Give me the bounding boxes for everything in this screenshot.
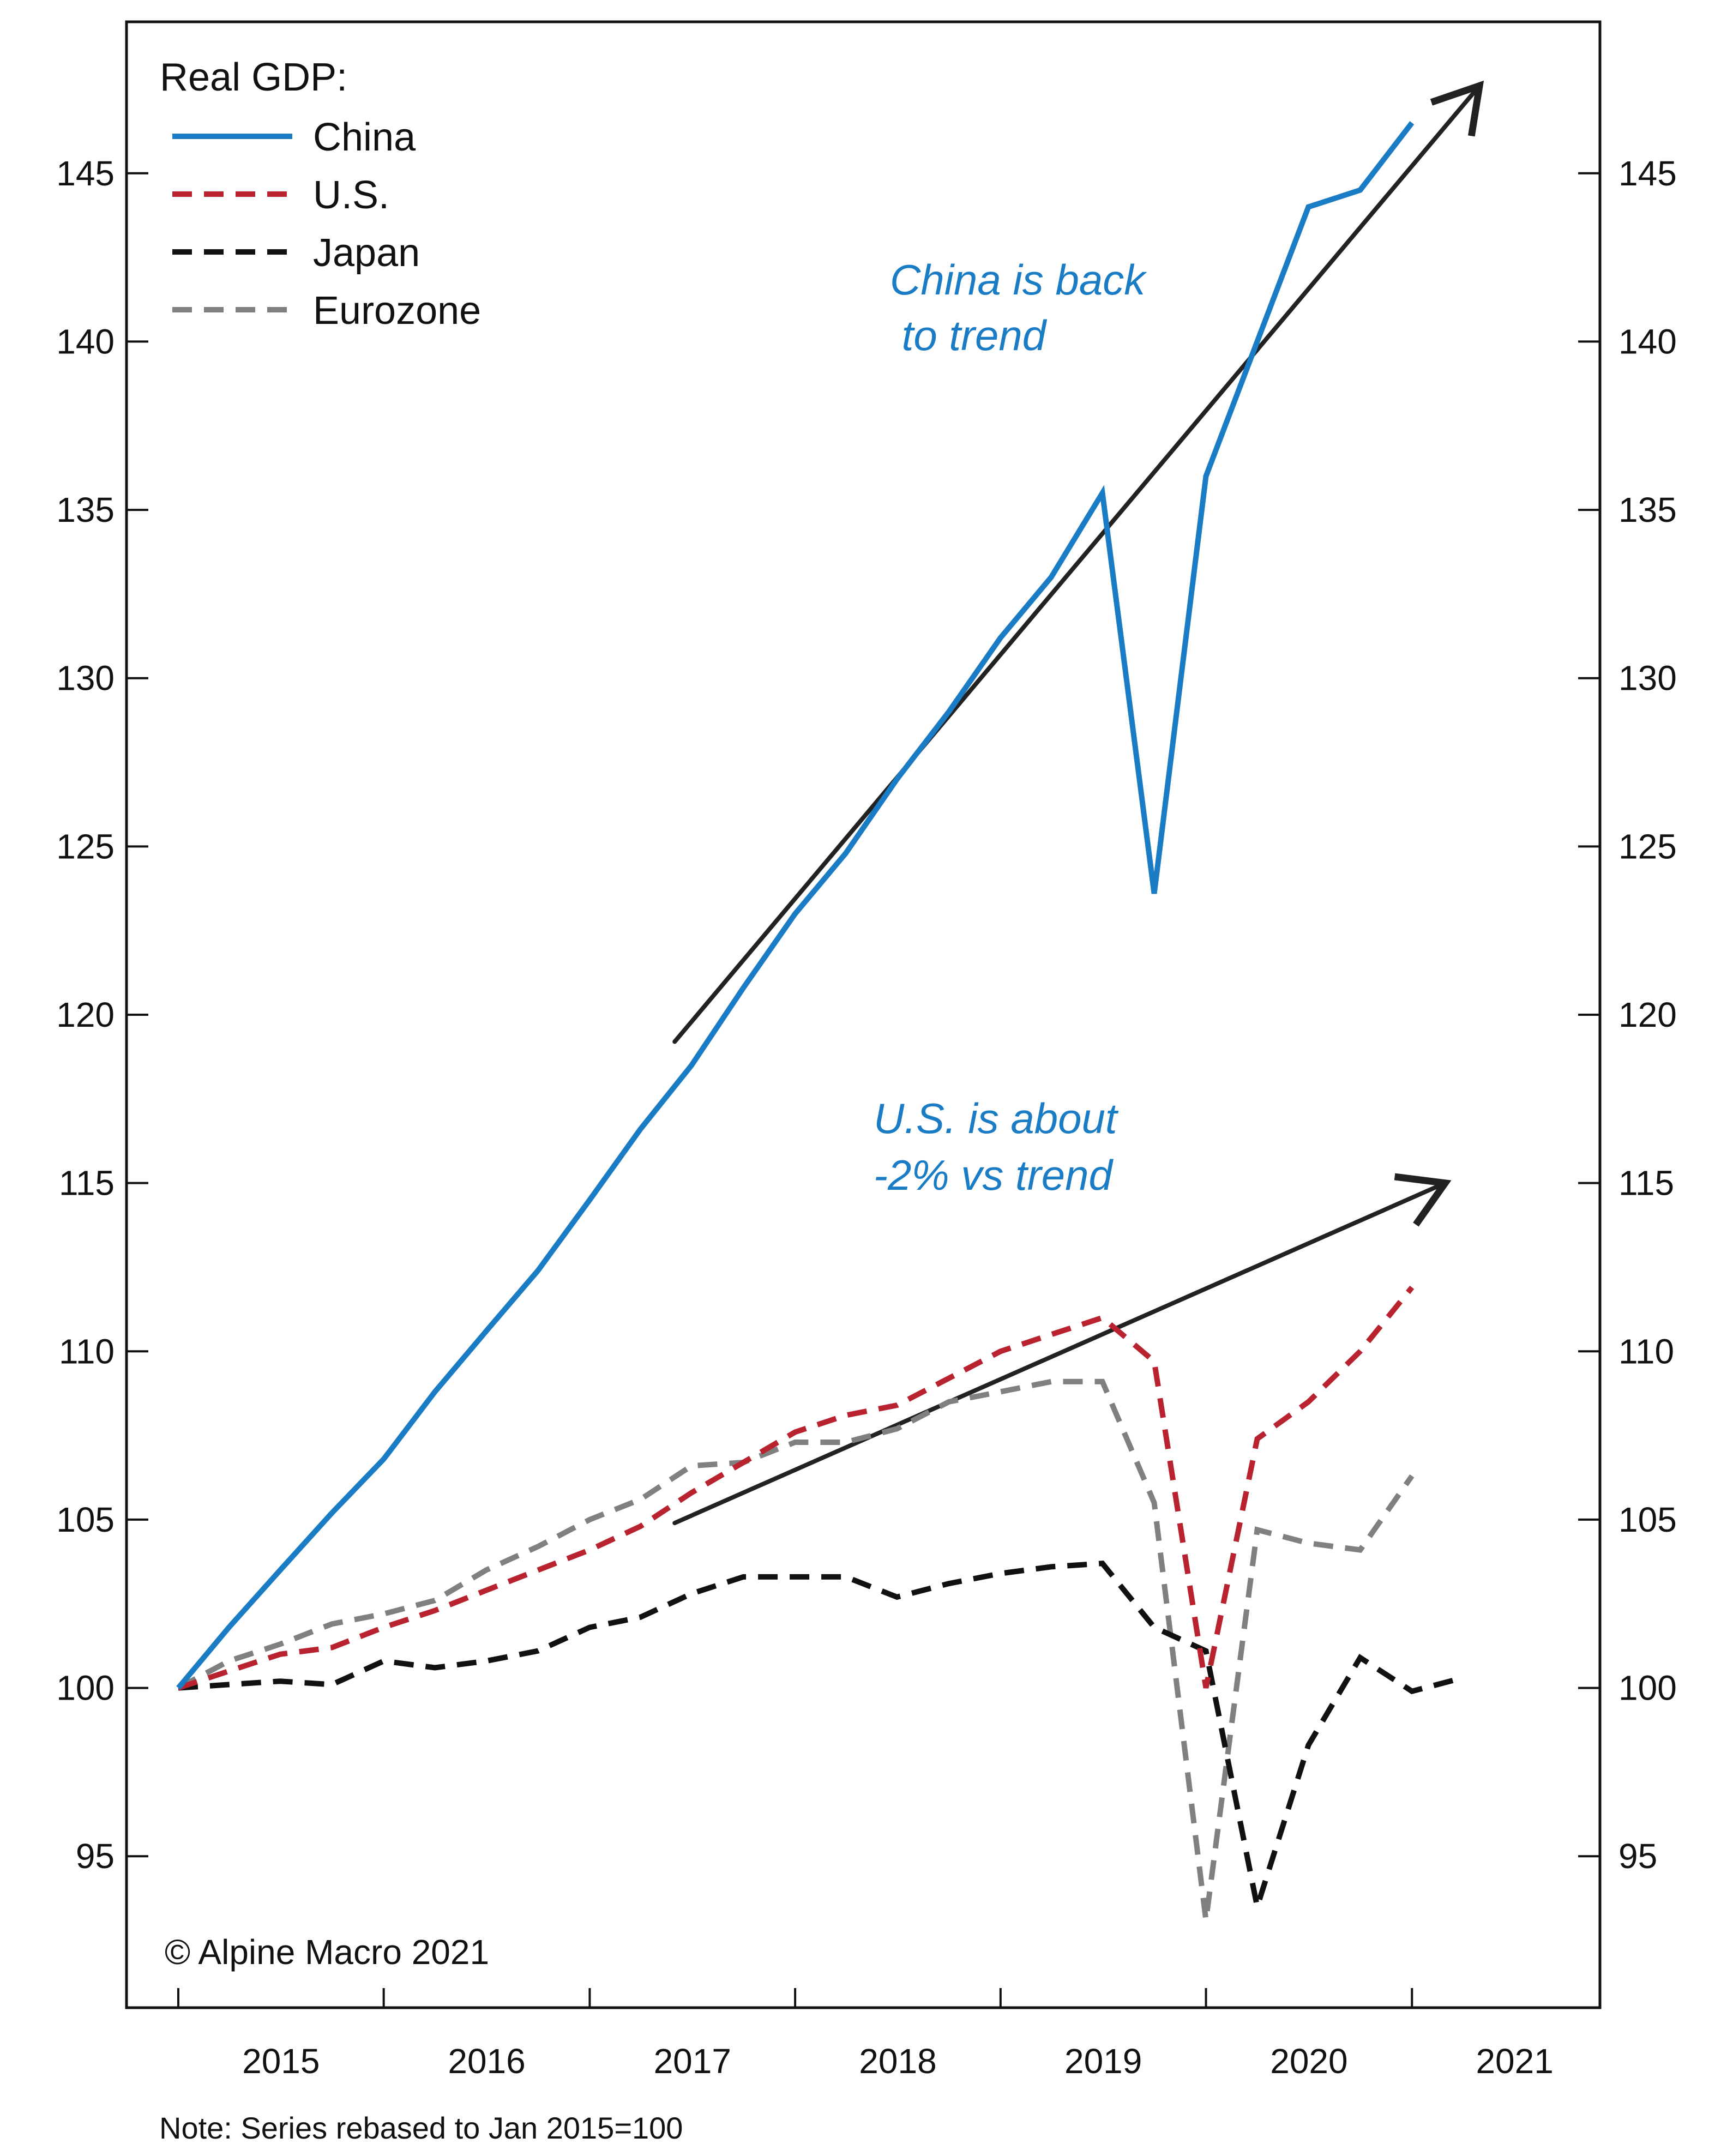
us-trend-arrow <box>672 1173 1452 1526</box>
y-tick-label-right-140: 140 <box>1618 322 1677 361</box>
us-annotation: U.S. is about -2% vs trend <box>874 1094 1119 1199</box>
x-tick-label-2020: 2020 <box>1270 2041 1347 2081</box>
series-lines <box>176 121 1464 1921</box>
legend-label-us: U.S. <box>313 173 389 217</box>
china-annotation: China is back to trend <box>890 256 1147 359</box>
y-tick-label-right-130: 130 <box>1618 659 1677 698</box>
y-axis-left: 95 100 105 110 115 120 125 130 135 140 145 <box>56 154 148 1876</box>
legend: Real GDP: China U.S. Japan Eurozone <box>160 56 481 333</box>
y-tick-label-left-145: 145 <box>56 154 115 193</box>
series-line-us <box>177 1285 1415 1691</box>
y-tick-label-left-140: 140 <box>56 322 115 361</box>
x-tick-label-2015: 2015 <box>242 2041 320 2081</box>
y-tick-label-left-120: 120 <box>56 995 115 1034</box>
trend-arrows <box>672 80 1484 1526</box>
note-text: Note: Series rebased to Jan 2015=100 <box>159 2111 683 2145</box>
us-annotation-line-1: U.S. is about <box>874 1094 1119 1142</box>
series-line-eurozone <box>177 1378 1415 1921</box>
y-axis-right: 95 100 105 110 115 120 125 130 135 140 145 <box>1578 154 1677 1876</box>
y-tick-label-left-95: 95 <box>76 1836 115 1876</box>
y-tick-label-right-115: 115 <box>1618 1164 1674 1203</box>
y-tick-label-left-130: 130 <box>56 659 115 698</box>
china-annotation-line-1: China is back <box>890 256 1147 304</box>
y-tick-label-right-110: 110 <box>1618 1332 1674 1371</box>
y-tick-label-left-110: 110 <box>59 1332 115 1371</box>
y-tick-label-left-100: 100 <box>56 1669 115 1708</box>
x-axis: 2015 2016 2017 2018 2019 2020 2021 <box>177 1988 1554 2081</box>
copyright-text: © Alpine Macro 2021 <box>165 1932 489 1972</box>
y-tick-label-right-95: 95 <box>1618 1836 1657 1876</box>
y-tick-label-left-115: 115 <box>59 1164 115 1203</box>
x-tick-label-2021: 2021 <box>1476 2041 1553 2081</box>
x-tick-label-2019: 2019 <box>1064 2041 1142 2081</box>
y-tick-label-right-135: 135 <box>1618 490 1677 529</box>
china-annotation-line-2: to trend <box>890 311 1048 359</box>
y-tick-label-left-105: 105 <box>56 1500 115 1539</box>
series-line-china <box>176 121 1415 1690</box>
y-tick-label-right-120: 120 <box>1618 995 1677 1034</box>
legend-label-eurozone: Eurozone <box>313 289 481 333</box>
y-tick-label-left-135: 135 <box>56 490 115 529</box>
y-tick-label-right-145: 145 <box>1618 154 1677 193</box>
y-tick-label-right-105: 105 <box>1618 1500 1677 1539</box>
y-tick-label-left-125: 125 <box>56 827 115 866</box>
x-tick-label-2016: 2016 <box>448 2041 525 2081</box>
y-tick-label-right-100: 100 <box>1618 1669 1677 1708</box>
legend-label-china: China <box>313 116 416 159</box>
china-trend-arrow <box>672 80 1484 1044</box>
y-tick-label-right-125: 125 <box>1618 827 1677 866</box>
legend-title: Real GDP: <box>160 56 347 99</box>
x-tick-label-2018: 2018 <box>859 2041 936 2081</box>
legend-label-japan: Japan <box>313 231 420 275</box>
series-line-japan <box>178 1561 1464 1908</box>
x-tick-label-2017: 2017 <box>654 2041 731 2081</box>
us-annotation-line-2: -2% vs trend <box>874 1151 1114 1199</box>
